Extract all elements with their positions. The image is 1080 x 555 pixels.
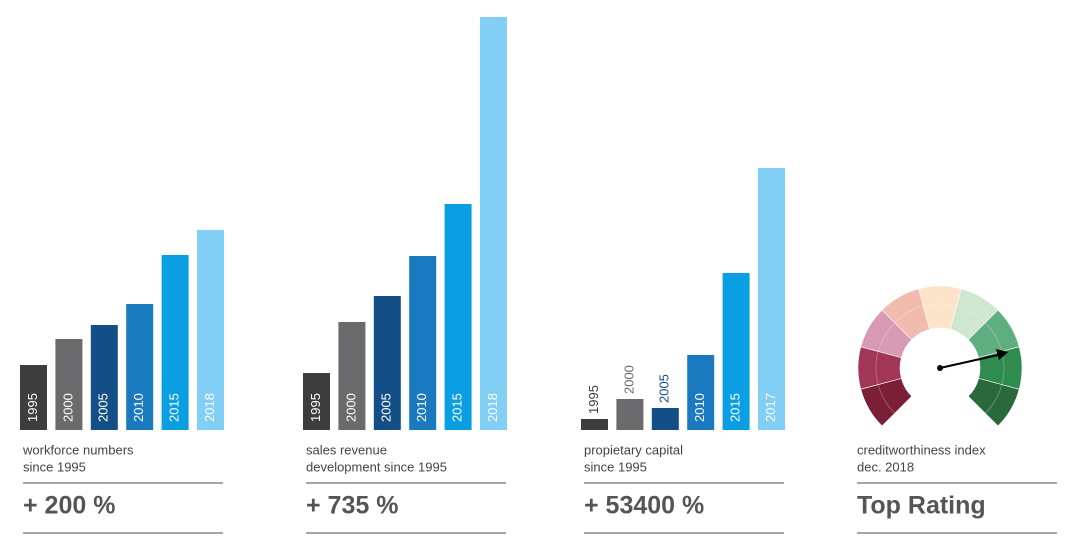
caption: sales revenue bbox=[306, 442, 387, 457]
bar bbox=[444, 204, 472, 430]
caption: propietary capital bbox=[584, 442, 683, 457]
caption: since 1995 bbox=[23, 459, 86, 474]
gauge-band bbox=[894, 305, 924, 324]
bar-year-label: 2005 bbox=[96, 393, 111, 422]
headline: + 200 % bbox=[23, 492, 115, 520]
bar bbox=[616, 399, 644, 430]
gauge-band bbox=[984, 322, 1003, 352]
gauge-needle bbox=[939, 354, 999, 369]
gauge-band bbox=[956, 305, 986, 324]
bar bbox=[55, 339, 83, 430]
gauge-headline: Top Rating bbox=[857, 492, 986, 520]
gauge-band bbox=[923, 303, 957, 307]
gauge-band bbox=[877, 384, 896, 414]
bar-year-label: 2015 bbox=[728, 393, 743, 422]
bar-year-label: 1995 bbox=[25, 393, 40, 422]
bar bbox=[90, 325, 118, 430]
caption: since 1995 bbox=[584, 459, 647, 474]
gauge-caption: creditworthiness index bbox=[857, 442, 986, 457]
bar-year-label: 2018 bbox=[202, 393, 217, 422]
gauge-band bbox=[877, 322, 896, 352]
bar-year-label: 2000 bbox=[60, 393, 75, 422]
bar bbox=[20, 365, 47, 430]
bar bbox=[581, 419, 608, 430]
bar-year-label: 2010 bbox=[131, 393, 146, 422]
bar-year-label: 2000 bbox=[621, 365, 636, 394]
caption: development since 1995 bbox=[306, 459, 447, 474]
headline: + 53400 % bbox=[584, 492, 704, 520]
bar-year-label: 1995 bbox=[308, 393, 323, 422]
bar-year-label: 2005 bbox=[657, 374, 672, 403]
bar bbox=[303, 373, 330, 430]
headline: + 735 % bbox=[306, 492, 398, 520]
gauge-band bbox=[875, 351, 879, 385]
caption: workforce numbers bbox=[22, 442, 134, 457]
bar-year-label: 2015 bbox=[167, 393, 182, 422]
bar bbox=[197, 230, 224, 430]
gauge-pivot bbox=[937, 365, 943, 371]
gauge-band bbox=[984, 384, 1003, 414]
bar bbox=[409, 256, 437, 430]
bar-year-label: 2015 bbox=[450, 393, 465, 422]
bar bbox=[758, 168, 785, 430]
bar-year-label: 2005 bbox=[379, 393, 394, 422]
bar-year-label: 2010 bbox=[692, 393, 707, 422]
bar-year-label: 2010 bbox=[414, 393, 429, 422]
bar bbox=[687, 355, 715, 430]
bar-year-label: 2000 bbox=[343, 393, 358, 422]
bar bbox=[126, 304, 154, 430]
bar-year-label: 2018 bbox=[485, 393, 500, 422]
bar bbox=[373, 296, 401, 430]
gauge-caption: dec. 2018 bbox=[857, 459, 914, 474]
bar bbox=[480, 17, 507, 430]
bar bbox=[338, 322, 366, 430]
bar bbox=[161, 255, 189, 430]
gauge-segment bbox=[967, 377, 1020, 427]
gauge bbox=[857, 285, 1023, 427]
bar bbox=[722, 273, 750, 430]
bar-year-label: 2017 bbox=[763, 393, 778, 422]
gauge-needle-head bbox=[996, 349, 1008, 360]
bar-year-label: 1995 bbox=[586, 385, 601, 414]
bar bbox=[651, 408, 679, 430]
